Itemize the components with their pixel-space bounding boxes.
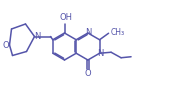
- Text: N: N: [85, 28, 91, 37]
- Text: N: N: [97, 49, 103, 58]
- Text: OH: OH: [59, 13, 72, 22]
- Text: O: O: [85, 69, 91, 78]
- Text: CH₃: CH₃: [111, 28, 125, 37]
- Text: O: O: [2, 40, 9, 49]
- Text: N: N: [34, 32, 41, 41]
